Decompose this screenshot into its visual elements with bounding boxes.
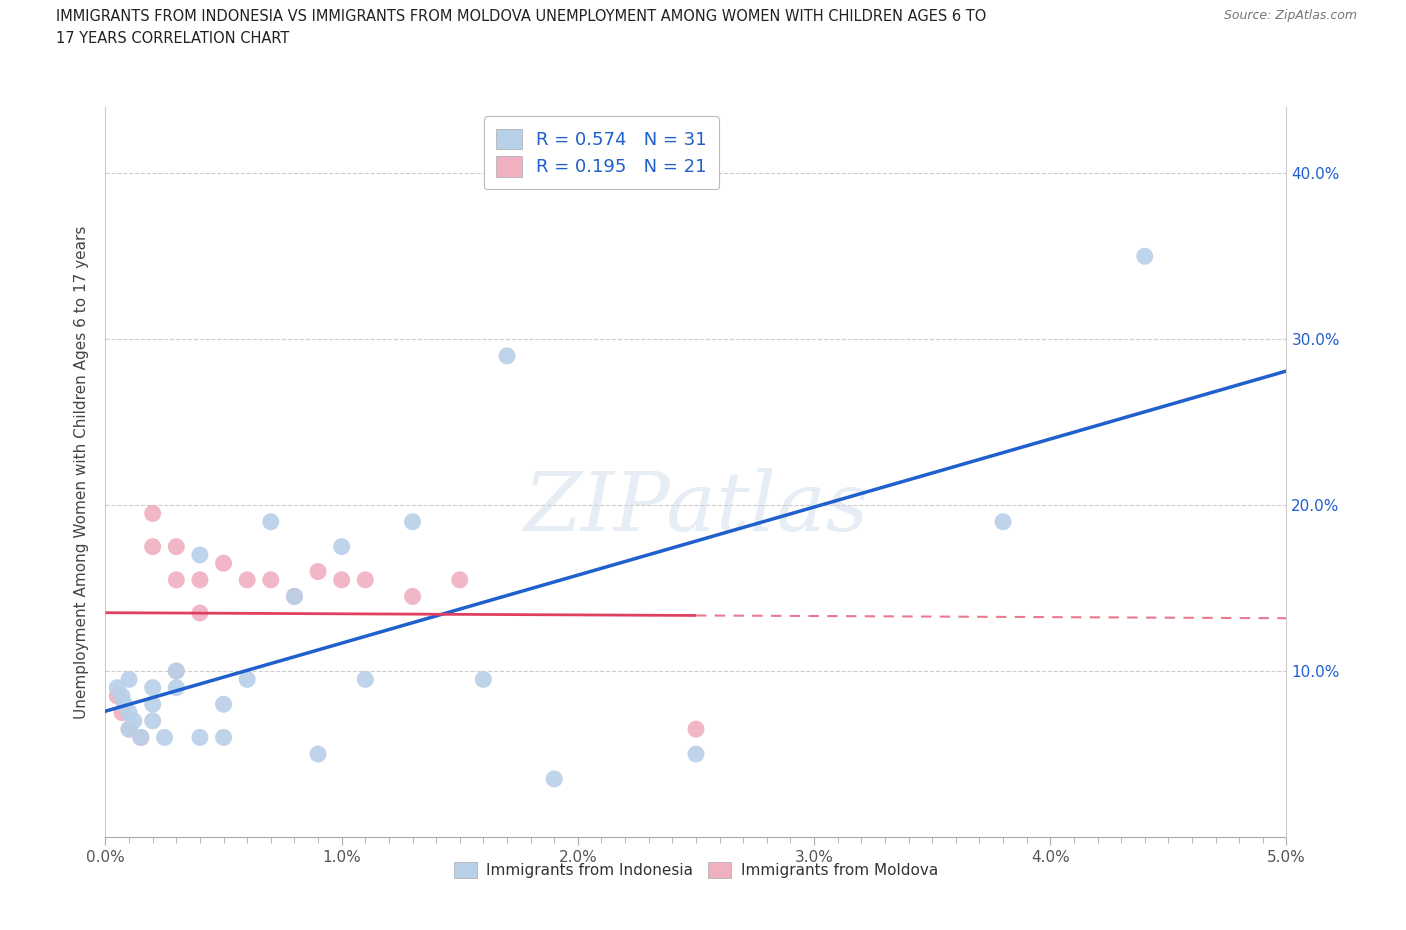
Point xyxy=(212,556,235,571)
Point xyxy=(354,572,377,587)
Point xyxy=(330,539,353,554)
Y-axis label: Unemployment Among Women with Children Ages 6 to 17 years: Unemployment Among Women with Children A… xyxy=(75,225,90,719)
Point xyxy=(236,572,259,587)
Point xyxy=(685,747,707,762)
Point xyxy=(449,572,471,587)
Point xyxy=(142,697,165,711)
Point xyxy=(129,730,152,745)
Text: ZIPatlas: ZIPatlas xyxy=(523,469,869,549)
Point xyxy=(188,605,211,620)
Point xyxy=(472,672,495,687)
Point xyxy=(283,589,305,604)
Point xyxy=(142,713,165,728)
Text: IMMIGRANTS FROM INDONESIA VS IMMIGRANTS FROM MOLDOVA UNEMPLOYMENT AMONG WOMEN WI: IMMIGRANTS FROM INDONESIA VS IMMIGRANTS … xyxy=(56,9,987,24)
Point xyxy=(165,680,187,695)
Point xyxy=(142,539,165,554)
Point xyxy=(165,664,187,679)
Point xyxy=(212,730,235,745)
Point xyxy=(401,514,423,529)
Point xyxy=(188,572,211,587)
Text: 17 YEARS CORRELATION CHART: 17 YEARS CORRELATION CHART xyxy=(56,31,290,46)
Point xyxy=(105,680,128,695)
Point xyxy=(307,747,329,762)
Point xyxy=(111,705,134,720)
Point xyxy=(212,697,235,711)
Point xyxy=(118,722,141,737)
Point xyxy=(142,506,165,521)
Point xyxy=(188,548,211,563)
Point xyxy=(118,722,141,737)
Point xyxy=(260,514,283,529)
Point xyxy=(111,688,134,703)
Text: Source: ZipAtlas.com: Source: ZipAtlas.com xyxy=(1223,9,1357,22)
Point xyxy=(122,713,145,728)
Point xyxy=(354,672,377,687)
Point xyxy=(165,664,187,679)
Point xyxy=(118,672,141,687)
Point xyxy=(260,572,283,587)
Point xyxy=(142,680,165,695)
Point xyxy=(283,589,305,604)
Point xyxy=(543,772,565,787)
Legend: Immigrants from Indonesia, Immigrants from Moldova: Immigrants from Indonesia, Immigrants fr… xyxy=(449,856,943,884)
Point xyxy=(118,705,141,720)
Point xyxy=(236,672,259,687)
Point xyxy=(188,730,211,745)
Point xyxy=(105,688,128,703)
Point xyxy=(685,722,707,737)
Point xyxy=(129,730,152,745)
Point xyxy=(112,697,135,711)
Point xyxy=(991,514,1014,529)
Point xyxy=(496,349,519,364)
Point xyxy=(165,539,187,554)
Point xyxy=(307,565,329,579)
Point xyxy=(153,730,176,745)
Point xyxy=(330,572,353,587)
Point xyxy=(1133,249,1156,264)
Point xyxy=(165,572,187,587)
Point xyxy=(401,589,423,604)
